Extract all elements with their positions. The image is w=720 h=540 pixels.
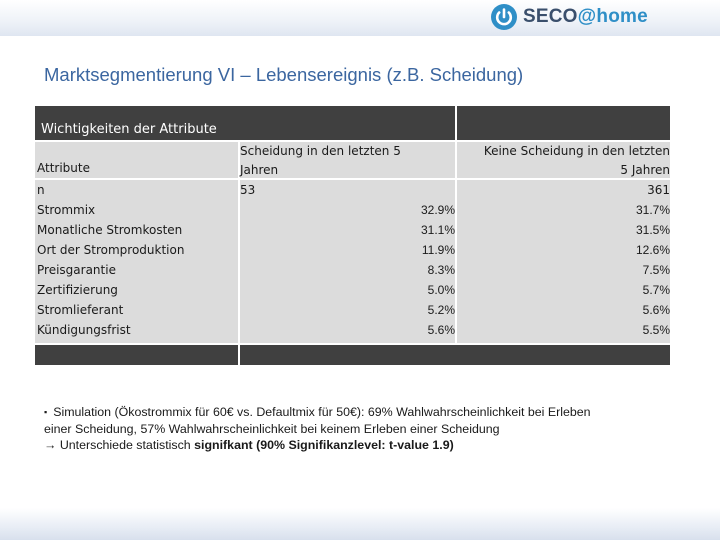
col-header-keine-scheidung-line1: Keine Scheidung in den letzten	[483, 144, 670, 158]
value-c2-strommix: 31.7%	[635, 203, 670, 217]
value-c2-kuendigungsfrist: 5.5%	[642, 323, 670, 337]
col-header-keine-scheidung: Keine Scheidung in den letzten 5 Jahren	[457, 142, 670, 178]
logo-brand: SECO	[523, 6, 578, 27]
table-footer-left	[35, 345, 238, 365]
col-header-scheidung-line1: Scheidung in den letzten 5	[240, 144, 401, 158]
simulation-note: ▪ Simulation (Ökostrommix für 60€ vs. Def…	[44, 404, 684, 453]
logo-suffix: @home	[577, 6, 648, 27]
note-line3: → Unterschiede statistisch signifkant (9…	[44, 437, 684, 453]
note-text-3-bold: signifkant (90% Signifikanzlevel: t-valu…	[194, 438, 454, 452]
bottom-band	[0, 508, 720, 540]
value-c1-stromkosten: 31.1%	[420, 223, 455, 237]
value-c2-preisgarantie: 7.5%	[642, 263, 670, 277]
attr-label-strommix: Strommix	[37, 203, 96, 217]
note-text-3: Unterschiede statistisch	[59, 438, 195, 452]
attribute-column: n Strommix Monatliche Stromkosten Ort de…	[35, 180, 238, 343]
attr-label-zertifizierung: Zertifizierung	[37, 283, 118, 297]
col-header-scheidung: Scheidung in den letzten 5 Jahren	[240, 142, 455, 178]
value-c1-preisgarantie: 8.3%	[427, 263, 455, 277]
value-c1-kuendigungsfrist: 5.6%	[427, 323, 455, 337]
arrow-right-icon: →	[44, 438, 57, 452]
section-header-right	[457, 106, 670, 140]
value-c2-zertifizierung: 5.7%	[642, 283, 670, 297]
table-footer-right	[240, 345, 670, 365]
scheidung-column: 53 32.9% 31.1% 11.9% 8.3% 5.0% 5.2% 5.6%	[240, 180, 455, 343]
attr-label-preisgarantie: Preisgarantie	[37, 263, 116, 277]
value-c1-n: 53	[240, 183, 256, 197]
value-c1-zertifizierung: 5.0%	[427, 283, 455, 297]
attribute-table: Wichtigkeiten der Attribute Attribute Sc…	[35, 106, 670, 365]
slide-title: Marktsegmentierung VI – Lebensereignis (…	[44, 64, 524, 85]
keine-scheidung-column: 361 31.7% 31.5% 12.6% 7.5% 5.7% 5.6% 5.5…	[457, 180, 670, 343]
attr-label-ort: Ort der Stromproduktion	[37, 243, 185, 257]
value-c1-stromlieferant: 5.2%	[427, 303, 455, 317]
power-icon	[491, 4, 517, 30]
value-c2-stromkosten: 31.5%	[635, 223, 670, 237]
value-c2-ort: 12.6%	[635, 243, 670, 257]
top-band	[0, 0, 720, 36]
value-c1-strommix: 32.9%	[420, 203, 455, 217]
value-c2-n: 361	[647, 183, 670, 197]
note-text-2: einer Scheidung, 57% Wahlwahrscheinlichk…	[44, 422, 500, 436]
logo-text: SECO@home	[523, 6, 648, 28]
attr-label-n: n	[37, 183, 45, 197]
note-text-1: Simulation (Ökostrommix für 60€ vs. Defa…	[53, 405, 591, 419]
section-header: Wichtigkeiten der Attribute	[35, 106, 455, 140]
value-c2-stromlieferant: 5.6%	[642, 303, 670, 317]
value-c1-ort: 11.9%	[421, 243, 455, 257]
note-line1: ▪ Simulation (Ökostrommix für 60€ vs. Def…	[44, 404, 684, 421]
col-header-scheidung-line2: Jahren	[240, 163, 279, 177]
attr-label-kuendigungsfrist: Kündigungsfrist	[37, 323, 131, 337]
seco-home-logo: SECO@home	[490, 2, 648, 32]
col-header-keine-scheidung-line2: 5 Jahren	[620, 163, 670, 177]
attr-label-stromlieferant: Stromlieferant	[37, 303, 124, 317]
bullet-icon: ▪	[44, 407, 48, 417]
col-header-attribute: Attribute	[35, 142, 238, 178]
attr-label-stromkosten: Monatliche Stromkosten	[37, 223, 183, 237]
